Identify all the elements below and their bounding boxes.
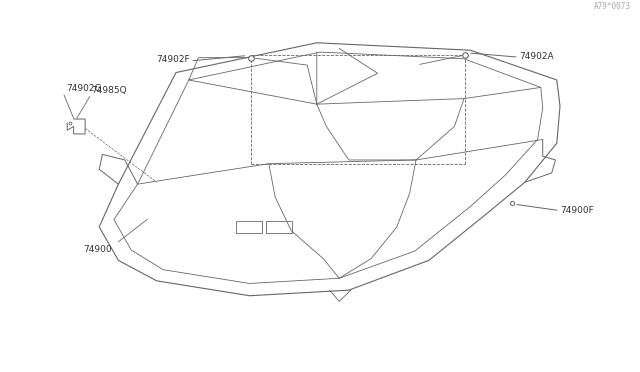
Text: A79*0073: A79*0073 <box>593 2 630 11</box>
Text: 74902G: 74902G <box>66 84 101 93</box>
Text: 74900: 74900 <box>83 245 112 254</box>
Bar <box>236 221 262 232</box>
Text: 74900F: 74900F <box>560 206 594 215</box>
Text: 74902A: 74902A <box>519 52 554 61</box>
Text: 74985Q: 74985Q <box>91 86 127 95</box>
Bar <box>266 221 292 232</box>
Text: 74902F: 74902F <box>156 55 190 64</box>
